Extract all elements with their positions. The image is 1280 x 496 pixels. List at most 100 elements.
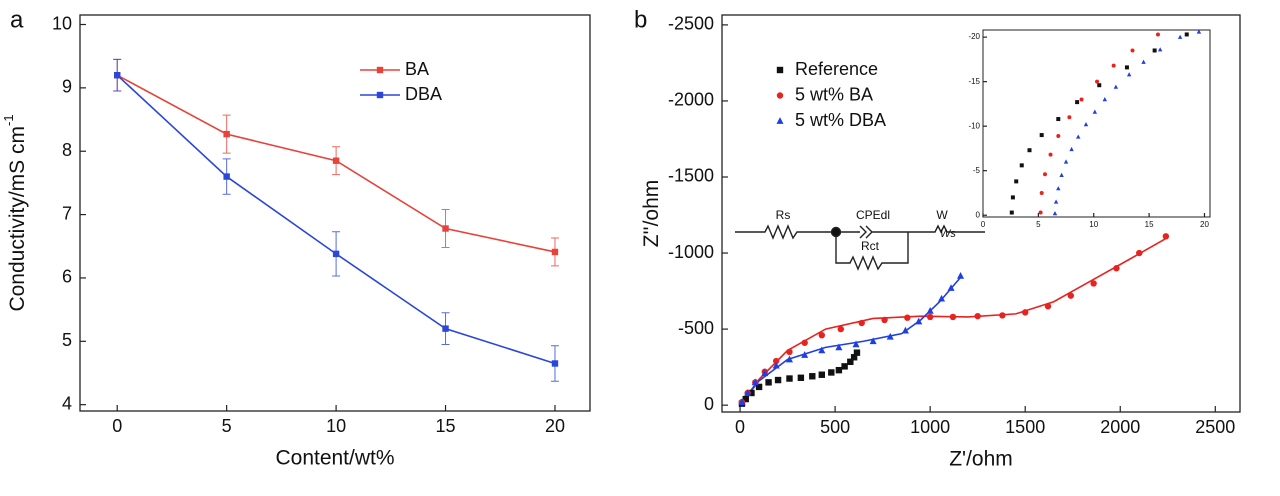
marker [828, 369, 835, 376]
circuit-wire [735, 224, 985, 240]
marker [957, 272, 965, 279]
circuit-label: CPEdl [856, 208, 890, 222]
marker [818, 346, 826, 354]
marker [926, 307, 934, 314]
marker [1079, 97, 1084, 102]
marker [809, 373, 816, 380]
y-axis-label-sup: -1 [1, 114, 16, 126]
marker [1048, 152, 1053, 157]
marker [1052, 211, 1058, 216]
marker [772, 361, 780, 369]
y-tick-label: 0 [976, 210, 981, 219]
marker [772, 357, 780, 365]
marker [1059, 172, 1064, 177]
x-axis-label: Z'/ohm [949, 448, 1013, 471]
marker [841, 363, 848, 370]
marker [938, 294, 946, 302]
series-line [116, 74, 556, 365]
y-tick-label: -2500 [668, 14, 714, 34]
y-tick-label: -1000 [668, 242, 714, 262]
marker [1083, 121, 1089, 127]
y-tick-label: 9 [62, 77, 72, 97]
marker [551, 248, 559, 256]
legend-label: BA [405, 59, 429, 79]
marker [904, 314, 911, 321]
marker [1111, 63, 1116, 68]
plot-frame [79, 14, 591, 412]
marker [1056, 186, 1061, 191]
circuit-label: Rs [776, 208, 791, 222]
y-tick-label: 8 [62, 140, 72, 160]
marker [1102, 97, 1108, 102]
marker [801, 339, 808, 346]
x-tick-label: 1000 [910, 417, 950, 437]
y-axis-label: Conductivity/mS cm-1 [1, 114, 28, 311]
marker [1053, 199, 1059, 204]
marker [1067, 115, 1072, 120]
marker [1141, 59, 1146, 64]
y-tick-label: -5 [973, 166, 981, 175]
x-tick-label: 10 [1089, 220, 1098, 229]
marker [850, 354, 858, 361]
marker [1136, 249, 1143, 257]
marker [797, 374, 805, 381]
marker [1014, 179, 1019, 184]
x-tick-label: 2000 [1100, 417, 1140, 437]
marker [1056, 117, 1061, 122]
marker [1196, 29, 1202, 34]
marker [1043, 172, 1048, 177]
marker [1155, 32, 1160, 37]
marker [1184, 32, 1189, 37]
marker [785, 355, 794, 363]
x-tick-label: 0 [981, 220, 986, 229]
x-tick-label: 500 [820, 417, 850, 437]
circuit-branch [835, 232, 909, 271]
marker [332, 250, 340, 258]
y-axis-label: Z''/ohm [640, 180, 663, 248]
marker [223, 173, 230, 180]
x-tick-label: 5 [222, 416, 232, 436]
marker [1092, 109, 1098, 114]
marker [442, 325, 449, 332]
marker [837, 325, 845, 333]
marker [858, 319, 865, 327]
marker [947, 284, 955, 291]
marker [835, 366, 843, 374]
marker [801, 351, 809, 358]
x-tick-label: 20 [1200, 220, 1209, 229]
x-tick-label: 15 [1145, 220, 1154, 229]
marker [1067, 292, 1075, 299]
marker [1130, 48, 1135, 53]
y-tick-label: -10 [968, 121, 980, 130]
marker [999, 312, 1006, 319]
y-tick-label: -15 [968, 77, 980, 86]
x-tick-label: 10 [326, 416, 346, 436]
fit-line [739, 237, 1167, 406]
marker [442, 225, 449, 232]
marker [1177, 34, 1183, 39]
marker [1044, 303, 1052, 310]
y-tick-label: 0 [704, 394, 714, 414]
marker [1090, 280, 1097, 287]
circuit-label: Ws [940, 228, 956, 240]
y-tick-label: -20 [968, 32, 980, 41]
marker [786, 348, 793, 356]
marker [1113, 84, 1119, 89]
y-tick-label: -1500 [668, 166, 714, 186]
marker [915, 317, 923, 325]
marker [1095, 79, 1100, 84]
marker [818, 371, 825, 378]
marker [818, 331, 825, 339]
x-tick-label: 1500 [1005, 417, 1045, 437]
marker [755, 383, 763, 391]
marker [1021, 309, 1029, 316]
legend-label: 5 wt% DBA [795, 110, 886, 130]
x-tick-label: 2500 [1195, 417, 1235, 437]
legend-marker [776, 117, 784, 124]
marker [1157, 47, 1163, 52]
marker [1069, 146, 1074, 152]
legend-marker [376, 66, 384, 74]
y-tick-label: -500 [678, 318, 714, 338]
